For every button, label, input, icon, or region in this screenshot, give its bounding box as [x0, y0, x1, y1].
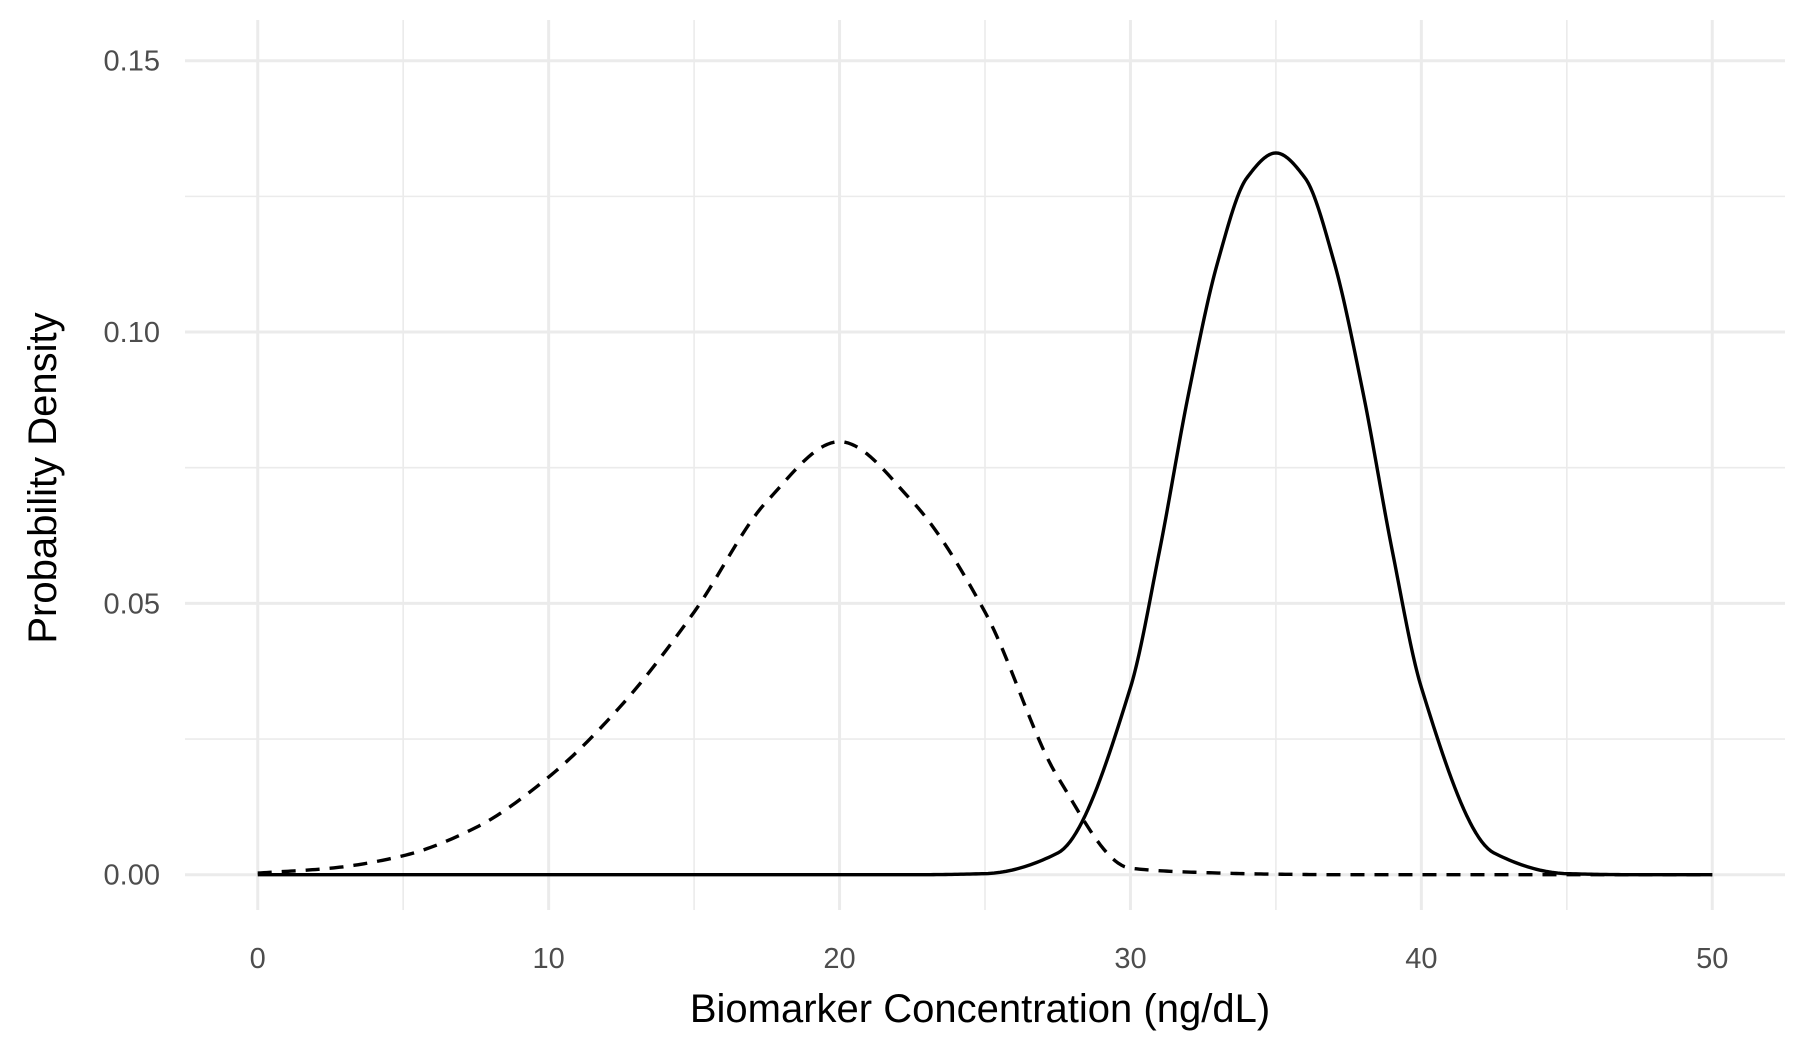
y-axis-title: Probability Density	[21, 312, 65, 643]
x-tick-label: 20	[823, 943, 855, 975]
y-tick-label: 0.10	[104, 317, 160, 349]
y-axis-ticks: 0.00 0.05 0.10 0.15	[104, 46, 160, 892]
grid-lines	[185, 20, 1785, 910]
x-tick-label: 30	[1114, 943, 1146, 975]
x-axis-ticks: 0 10 20 30 40 50	[250, 943, 1729, 975]
density-curves	[257, 151, 1713, 877]
solid-density-curve	[257, 151, 1713, 877]
x-tick-label: 40	[1405, 943, 1437, 975]
x-tick-label: 50	[1696, 943, 1728, 975]
dashed-density-curve	[257, 439, 1713, 877]
y-tick-label: 0.00	[104, 860, 160, 892]
x-tick-label: 10	[533, 943, 565, 975]
x-tick-label: 0	[250, 943, 266, 975]
y-tick-label: 0.05	[104, 588, 160, 620]
y-tick-label: 0.15	[104, 46, 160, 78]
x-axis-title: Biomarker Concentration (ng/dL)	[690, 987, 1270, 1031]
